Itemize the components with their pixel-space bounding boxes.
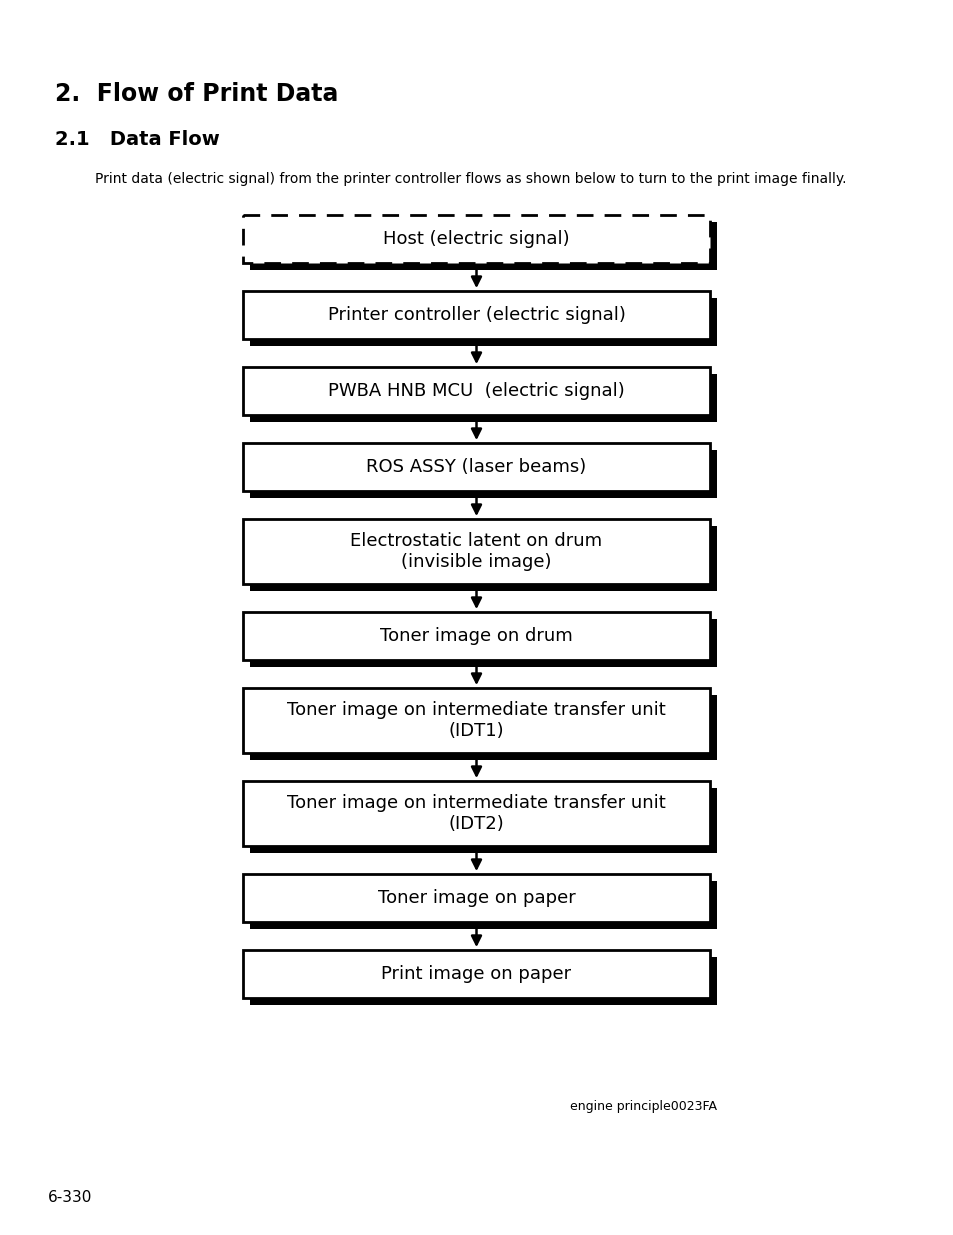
Text: Print image on paper: Print image on paper bbox=[381, 965, 571, 983]
Polygon shape bbox=[250, 957, 717, 1005]
Text: 6-330: 6-330 bbox=[48, 1191, 92, 1205]
Polygon shape bbox=[243, 443, 709, 492]
Polygon shape bbox=[250, 619, 717, 667]
Polygon shape bbox=[243, 215, 709, 263]
Polygon shape bbox=[250, 526, 717, 592]
Text: Printer controller (electric signal): Printer controller (electric signal) bbox=[327, 306, 625, 324]
Text: Toner image on paper: Toner image on paper bbox=[377, 889, 575, 906]
Polygon shape bbox=[250, 788, 717, 853]
Polygon shape bbox=[243, 367, 709, 415]
Polygon shape bbox=[250, 222, 717, 270]
Text: Toner image on intermediate transfer unit
(IDT1): Toner image on intermediate transfer uni… bbox=[287, 701, 665, 740]
Polygon shape bbox=[250, 374, 717, 422]
Polygon shape bbox=[243, 950, 709, 998]
Text: ROS ASSY (laser beams): ROS ASSY (laser beams) bbox=[366, 458, 586, 475]
Polygon shape bbox=[243, 519, 709, 584]
Text: Toner image on drum: Toner image on drum bbox=[379, 627, 572, 645]
Text: engine principle0023FA: engine principle0023FA bbox=[569, 1100, 717, 1113]
Polygon shape bbox=[250, 695, 717, 760]
Text: 2.  Flow of Print Data: 2. Flow of Print Data bbox=[55, 82, 338, 106]
Polygon shape bbox=[243, 613, 709, 659]
Polygon shape bbox=[243, 688, 709, 753]
Polygon shape bbox=[243, 874, 709, 923]
Polygon shape bbox=[243, 781, 709, 846]
Text: 2.1   Data Flow: 2.1 Data Flow bbox=[55, 130, 219, 149]
Polygon shape bbox=[250, 298, 717, 346]
Text: PWBA HNB MCU  (electric signal): PWBA HNB MCU (electric signal) bbox=[328, 382, 624, 400]
Polygon shape bbox=[243, 291, 709, 338]
Polygon shape bbox=[250, 450, 717, 498]
Text: Toner image on intermediate transfer unit
(IDT2): Toner image on intermediate transfer uni… bbox=[287, 794, 665, 832]
Text: Host (electric signal): Host (electric signal) bbox=[383, 230, 569, 248]
Polygon shape bbox=[250, 881, 717, 929]
Text: Print data (electric signal) from the printer controller flows as shown below to: Print data (electric signal) from the pr… bbox=[95, 172, 845, 186]
Text: Electrostatic latent on drum
(invisible image): Electrostatic latent on drum (invisible … bbox=[350, 532, 602, 571]
